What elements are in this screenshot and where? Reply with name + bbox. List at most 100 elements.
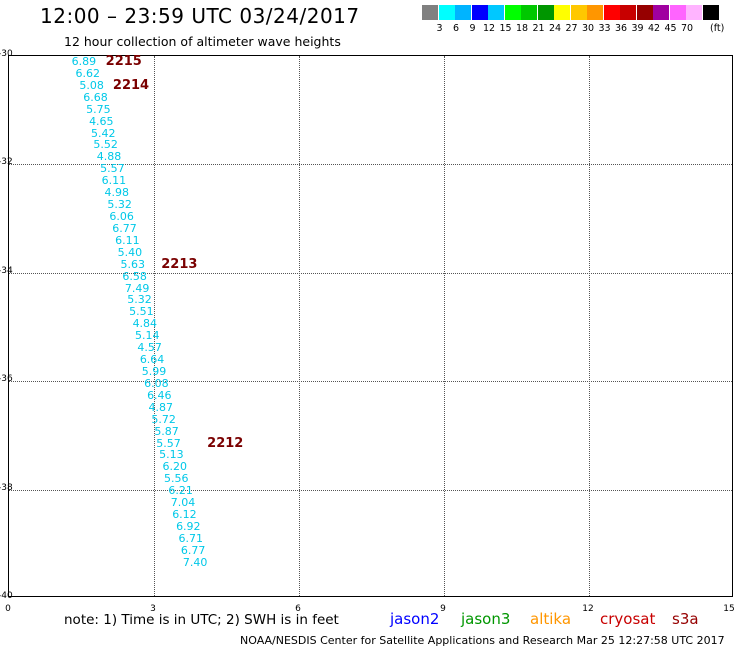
legend-swatch <box>504 5 521 20</box>
wave-height-value: 6.58 <box>122 269 147 283</box>
legend-label: 24 <box>548 23 562 34</box>
x-tick-label: 0 <box>5 604 11 614</box>
y-tick-label: -38 <box>0 482 13 493</box>
wave-height-value: 5.57 <box>156 436 181 450</box>
legend-label: 33 <box>598 23 611 34</box>
wave-height-value: 5.75 <box>86 102 111 116</box>
meridian-gridline <box>154 56 155 596</box>
pass-time-label: 2215 <box>105 54 142 69</box>
y-tick-label: -34 <box>0 265 13 276</box>
wave-height-value: 5.87 <box>154 424 179 438</box>
units-note: note: 1) Time is in UTC; 2) SWH is in fe… <box>64 612 339 628</box>
parallel-gridline <box>9 381 732 383</box>
wave-height-value: 6.92 <box>176 520 201 534</box>
legend-swatch <box>620 5 636 20</box>
wave-height-value: 5.52 <box>93 138 118 152</box>
wave-height-value: 6.12 <box>172 508 197 522</box>
legend-label: 39 <box>631 23 644 34</box>
legend-swatch <box>554 5 570 20</box>
y-tick-label: -30 <box>0 49 13 59</box>
meridian-gridline <box>444 56 445 596</box>
legend-label: 36 <box>614 23 628 34</box>
y-tick-label: -40 <box>0 591 13 601</box>
page-title: 12:00 – 23:59 UTC 03/24/2017 <box>40 4 360 28</box>
footer-credit: NOAA/NESDIS Center for Satellite Applica… <box>240 634 725 647</box>
parallel-gridline <box>9 489 732 491</box>
pass-time-label: 2213 <box>161 256 198 272</box>
legend-swatch <box>488 5 504 20</box>
legend-swatch <box>521 5 537 20</box>
wave-height-value: 6.71 <box>178 531 203 545</box>
wave-height-value: 6.64 <box>139 353 165 367</box>
pass-time-label: 2214 <box>112 77 150 93</box>
legend-label: 12 <box>482 23 496 34</box>
wave-height-value: 5.99 <box>141 365 167 379</box>
wave-height-value: 7.04 <box>170 496 196 510</box>
x-tick-label: 3 <box>150 604 156 614</box>
legend-label: 27 <box>565 23 578 34</box>
wave-height-value: 6.62 <box>75 66 101 80</box>
wave-height-value: 5.32 <box>107 198 132 212</box>
wave-height-value: 5.51 <box>129 305 154 319</box>
legend-swatch <box>686 5 702 20</box>
x-tick-label: 12 <box>582 604 594 614</box>
map-plot-area: 6.89 6.62 5.08 6.68 5.75 4.65 5.42 5.52 4.88 5.57… <box>8 55 733 597</box>
wave-height-value: 5.14 <box>134 329 160 343</box>
wave-height-value: 6.21 <box>168 484 193 498</box>
mission-jason2: jason2 <box>390 610 440 628</box>
legend-swatch <box>422 5 438 20</box>
wave-height-value: 6.11 <box>101 174 127 188</box>
parallel-gridline <box>9 164 732 166</box>
wave-height-value: 6.89 <box>71 55 97 68</box>
x-tick-label: 6 <box>295 604 301 614</box>
legend-swatch <box>603 5 620 20</box>
mission-altika: altika <box>530 610 572 628</box>
wave-height-value: 6.08 <box>144 376 169 390</box>
legend-label: 30 <box>581 23 595 34</box>
wave-height-value: 6.68 <box>83 90 108 104</box>
wave-height-value: 5.08 <box>79 78 104 92</box>
mission-cryosat: cryosat <box>600 610 656 628</box>
legend-label: 6 <box>452 23 460 34</box>
legend-swatch <box>587 5 603 20</box>
meridian-gridline <box>589 56 590 596</box>
legend-label: 9 <box>469 23 476 34</box>
legend-swatch <box>471 5 488 20</box>
meridian-gridline <box>299 56 300 596</box>
legend-label: 45 <box>664 23 677 34</box>
wave-height-value: 5.56 <box>163 472 189 486</box>
wave-height-value: 6.77 <box>180 543 206 557</box>
legend-label: 15 <box>499 23 512 34</box>
wave-height-value: 6.11 <box>115 233 140 247</box>
legend-unit: (ft) <box>710 23 725 34</box>
mission-s3a: s3a <box>672 610 699 628</box>
legend-swatch <box>702 5 719 20</box>
legend-label: 21 <box>532 23 545 34</box>
legend-swatch <box>438 5 455 20</box>
wave-height-value: 6.20 <box>162 460 188 474</box>
wave-height-value: 6.06 <box>109 210 134 223</box>
legend-swatch <box>653 5 669 20</box>
mission-jason3: jason3 <box>461 610 511 628</box>
legend-swatch <box>636 5 653 20</box>
legend-label: 42 <box>647 23 661 34</box>
legend-swatch <box>669 5 686 20</box>
legend-swatch <box>455 5 471 20</box>
wave-height-value: 5.40 <box>117 245 143 259</box>
pass-time-label: 2212 <box>207 435 244 451</box>
wave-height-value: 4.65 <box>89 114 114 128</box>
wave-height-value: 6.46 <box>147 388 172 402</box>
wave-height-value: 4.87 <box>148 400 174 414</box>
legend-label: 70 <box>680 23 694 34</box>
wave-height-value: 4.88 <box>96 150 122 164</box>
x-tick-label: 15 <box>723 604 735 614</box>
y-tick-label: -36 <box>0 374 13 385</box>
wave-height-value: 4.57 <box>137 341 162 355</box>
wave-height-value: 4.98 <box>104 186 130 200</box>
legend-label: 18 <box>515 23 529 34</box>
wave-height-value: 5.32 <box>127 293 152 307</box>
legend-label: 3 <box>436 23 443 34</box>
wave-height-value: 5.63 <box>120 257 145 271</box>
legend-swatch <box>570 5 587 20</box>
wave-height-value: 7.40 <box>182 555 208 569</box>
